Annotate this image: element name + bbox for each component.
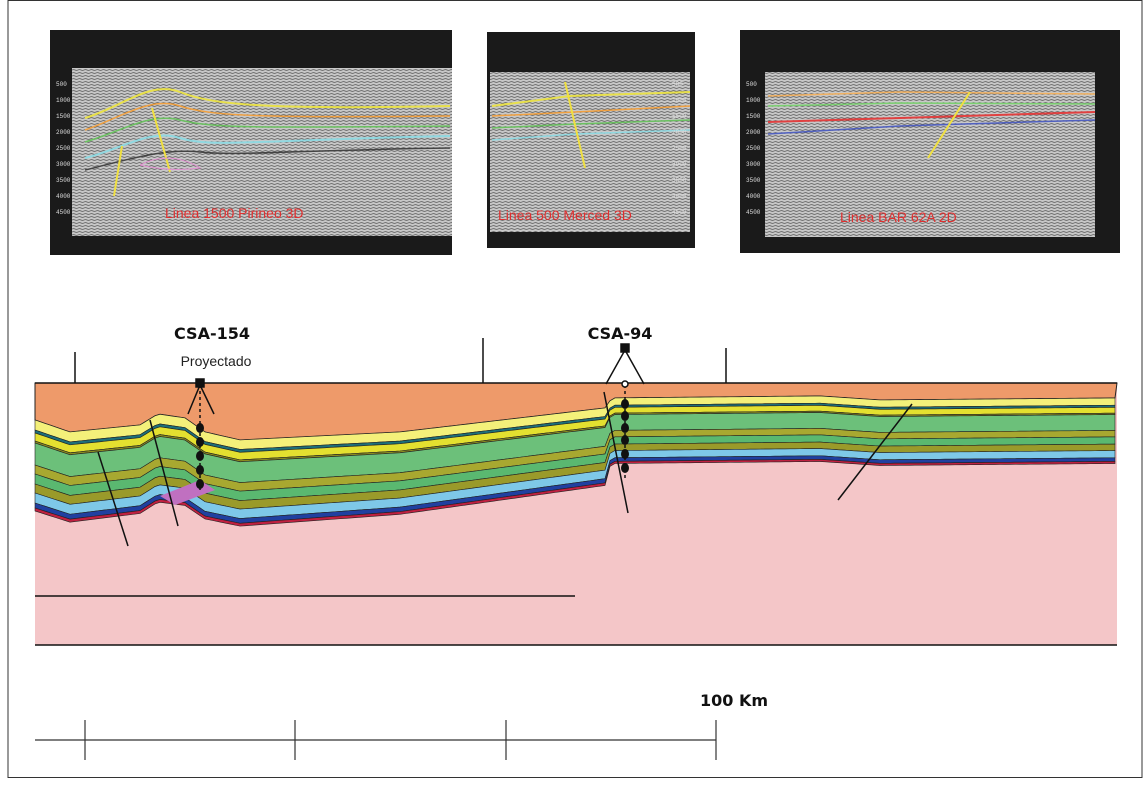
well-note: Proyectado: [181, 353, 252, 369]
figure: Linea 1500 Pirineo 3D 500 1000 1500 2000 250…: [0, 0, 1143, 785]
depth-label: 4000: [746, 193, 761, 200]
well-marker: [621, 411, 629, 421]
scale-label: 100 Km: [700, 691, 768, 710]
depth-label: 1500: [56, 113, 71, 120]
depth-label: 500: [672, 81, 683, 88]
depth-label: 500: [746, 81, 757, 88]
well-label: CSA-154: [174, 324, 250, 343]
depth-label: 4000: [672, 193, 687, 200]
depth-label: 4000: [56, 193, 71, 200]
depth-label: 500: [56, 81, 67, 88]
depth-label: 1500: [672, 113, 687, 120]
well-marker: [196, 437, 204, 447]
seismic-title: Linea 1500 Pirineo 3D: [165, 205, 304, 221]
depth-label: 1000: [56, 97, 71, 104]
seismic-title: Linea 500 Merced 3D: [498, 207, 632, 223]
depth-label: 2000: [746, 129, 761, 136]
depth-label: 3000: [672, 161, 687, 168]
seismic-panel: Linea 500 Merced 3D 500 1000 1500 2000 2500 3…: [487, 32, 695, 248]
depth-label: 2500: [56, 145, 71, 152]
well-marker: [196, 479, 204, 489]
well-marker: [621, 399, 629, 409]
depth-label: 3000: [56, 161, 71, 168]
seismic-panel: Linea BAR 62A 2D 500 1000 1500 2000 2500 3000…: [740, 30, 1120, 253]
depth-label: 3500: [672, 177, 687, 184]
depth-label: 3000: [746, 161, 761, 168]
depth-label: 1500: [746, 113, 761, 120]
depth-label: 3500: [56, 177, 71, 184]
well-marker: [621, 463, 629, 473]
cross-section: [35, 383, 1117, 645]
depth-label: 2000: [672, 129, 687, 136]
well-marker: [196, 451, 204, 461]
depth-label: 1000: [746, 97, 761, 104]
depth-label: 1000: [672, 97, 687, 104]
depth-label: 2000: [56, 129, 71, 136]
well-marker: [621, 423, 629, 433]
depth-label: 2500: [672, 145, 687, 152]
depth-label: 4500: [56, 209, 71, 216]
seismic-panel: Linea 1500 Pirineo 3D 500 1000 1500 2000 250…: [50, 30, 452, 255]
depth-label: 3500: [746, 177, 761, 184]
depth-label: 2500: [746, 145, 761, 152]
well-marker: [621, 435, 629, 445]
seismic-title: Linea BAR 62A 2D: [840, 209, 957, 225]
depth-label: 4500: [746, 209, 761, 216]
well-label: CSA-94: [588, 324, 653, 343]
well-marker: [196, 465, 204, 475]
well-marker: [196, 423, 204, 433]
well-marker: [621, 449, 629, 459]
depth-label: 4500: [672, 209, 687, 216]
